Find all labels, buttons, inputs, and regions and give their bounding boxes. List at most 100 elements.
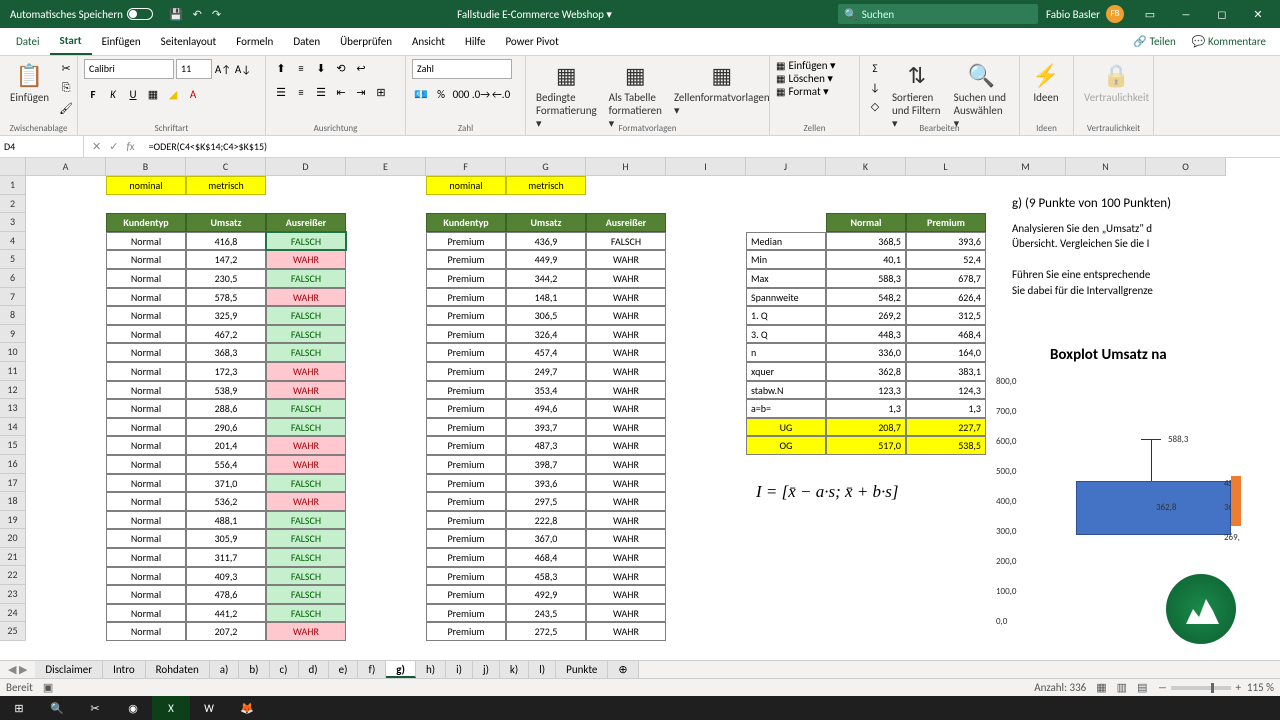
cell[interactable]: Premium — [426, 548, 506, 567]
fill-icon[interactable]: ↓ — [866, 78, 884, 96]
col-header-K[interactable]: K — [826, 158, 906, 176]
thousands-icon[interactable]: 000 — [452, 85, 470, 103]
find-select-button[interactable]: 🔍Suchen und Auswählen ▾ — [950, 59, 1013, 132]
cell[interactable]: 517,0 — [826, 436, 906, 455]
cell[interactable]: Premium — [426, 418, 506, 437]
sheet-tab[interactable]: i) — [446, 661, 473, 678]
insert-cells-button[interactable]: ▦ Einfügen ▾ — [776, 59, 836, 72]
cell[interactable]: 678,7 — [906, 269, 986, 288]
cell[interactable]: 556,4 — [186, 455, 266, 474]
view-normal-icon[interactable]: ▦ — [1096, 681, 1106, 694]
cell[interactable]: 371,0 — [186, 474, 266, 493]
tab-ueberpruefen[interactable]: Überprüfen — [330, 28, 402, 55]
cell[interactable]: 468,4 — [906, 325, 986, 344]
col-header-C[interactable]: C — [186, 158, 266, 176]
cell[interactable]: 626,4 — [906, 288, 986, 307]
select-all-corner[interactable] — [0, 158, 26, 176]
user-area[interactable]: Fabio Basler FB — [1038, 5, 1132, 23]
cell[interactable]: 1,3 — [906, 399, 986, 418]
cell[interactable]: 468,4 — [506, 548, 586, 567]
cells-container[interactable]: nominalmetrischnominalmetrischKundentypU… — [26, 176, 1280, 660]
border-button[interactable]: ▦ — [144, 85, 162, 103]
cell[interactable]: WAHR — [586, 436, 666, 455]
cell[interactable]: WAHR — [586, 362, 666, 381]
cell[interactable]: WAHR — [586, 567, 666, 586]
comments-button[interactable]: 💬 Kommentare — [1184, 35, 1274, 48]
cell[interactable]: 538,9 — [186, 381, 266, 400]
minimize-icon[interactable]: ― — [1168, 8, 1204, 21]
cell[interactable]: WAHR — [586, 492, 666, 511]
col-header-D[interactable]: D — [266, 158, 346, 176]
cut-icon[interactable]: ✂ — [57, 59, 75, 77]
cell[interactable]: 124,3 — [906, 381, 986, 400]
cell[interactable]: 325,9 — [186, 306, 266, 325]
col-header-B[interactable]: B — [106, 158, 186, 176]
cell[interactable]: 457,4 — [506, 343, 586, 362]
cell[interactable]: WAHR — [266, 492, 346, 511]
cell[interactable]: 222,8 — [506, 511, 586, 530]
col-header-J[interactable]: J — [746, 158, 826, 176]
cell[interactable]: WAHR — [266, 250, 346, 269]
format-painter-icon[interactable]: 🖌 — [57, 99, 75, 117]
word-taskbar-icon[interactable]: W — [190, 696, 228, 720]
cell[interactable]: Premium — [426, 325, 506, 344]
cell[interactable]: 288,6 — [186, 399, 266, 418]
cell[interactable]: Normal — [106, 381, 186, 400]
wrap-text-icon[interactable]: ↩ — [352, 59, 370, 77]
sheet-nav[interactable]: ◀ ▶ — [0, 663, 35, 676]
row-header-7[interactable]: 7 — [0, 288, 26, 307]
grow-font-icon[interactable]: A↑ — [214, 60, 232, 78]
row-header-21[interactable]: 21 — [0, 548, 26, 567]
obs-icon[interactable]: ◉ — [114, 696, 152, 720]
save-icon[interactable]: 💾 — [169, 8, 183, 21]
cell[interactable]: Normal — [106, 418, 186, 437]
row-header-17[interactable]: 17 — [0, 474, 26, 493]
row-header-14[interactable]: 14 — [0, 418, 26, 437]
ideas-button[interactable]: ⚡Ideen — [1026, 59, 1066, 106]
cell[interactable]: 441,2 — [186, 604, 266, 623]
font-select[interactable]: Calibri — [84, 59, 174, 79]
zoom-out-icon[interactable]: ― — [1157, 681, 1167, 694]
cell[interactable]: 409,3 — [186, 567, 266, 586]
cell[interactable]: 588,3 — [826, 269, 906, 288]
cell[interactable]: Premium — [426, 622, 506, 641]
cell[interactable]: 1,3 — [826, 399, 906, 418]
view-break-icon[interactable]: ▤ — [1137, 681, 1147, 694]
paste-button[interactable]: 📋Einfügen — [6, 59, 53, 106]
autosum-icon[interactable]: Σ — [866, 59, 884, 77]
col-header-I[interactable]: I — [666, 158, 746, 176]
cell[interactable]: Normal — [106, 585, 186, 604]
cell[interactable]: WAHR — [586, 604, 666, 623]
row-header-25[interactable]: 25 — [0, 622, 26, 641]
cell[interactable]: 436,9 — [506, 232, 586, 251]
row-header-9[interactable]: 9 — [0, 325, 26, 344]
tab-powerpivot[interactable]: Power Pivot — [495, 28, 568, 55]
cell[interactable]: 227,7 — [906, 418, 986, 437]
cell[interactable]: 344,2 — [506, 269, 586, 288]
col-header-H[interactable]: H — [586, 158, 666, 176]
cell[interactable]: 362,8 — [826, 362, 906, 381]
cell[interactable]: 1. Q — [746, 306, 826, 325]
cell[interactable]: WAHR — [586, 306, 666, 325]
cell[interactable]: 449,9 — [506, 250, 586, 269]
cell[interactable]: WAHR — [586, 343, 666, 362]
cell[interactable]: FALSCH — [266, 399, 346, 418]
cell[interactable]: OG — [746, 436, 826, 455]
view-layout-icon[interactable]: ▥ — [1117, 681, 1127, 694]
cell[interactable]: stabw.N — [746, 381, 826, 400]
cell[interactable]: Ausreißer — [266, 213, 346, 232]
row-header-2[interactable]: 2 — [0, 195, 26, 214]
cell[interactable]: Umsatz — [186, 213, 266, 232]
cell[interactable]: 448,3 — [826, 325, 906, 344]
cell[interactable]: 230,5 — [186, 269, 266, 288]
cell[interactable]: xquer — [746, 362, 826, 381]
cell[interactable]: 311,7 — [186, 548, 266, 567]
doc-title[interactable]: Fallstudie E-Commerce Webshop ▾ — [231, 8, 838, 21]
cell[interactable]: 492,9 — [506, 585, 586, 604]
row-header-5[interactable]: 5 — [0, 250, 26, 269]
cell[interactable]: 40,1 — [826, 250, 906, 269]
shrink-font-icon[interactable]: A↓ — [234, 60, 252, 78]
tab-seitenlayout[interactable]: Seitenlayout — [151, 28, 227, 55]
tab-ansicht[interactable]: Ansicht — [402, 28, 455, 55]
cell[interactable]: Normal — [106, 604, 186, 623]
